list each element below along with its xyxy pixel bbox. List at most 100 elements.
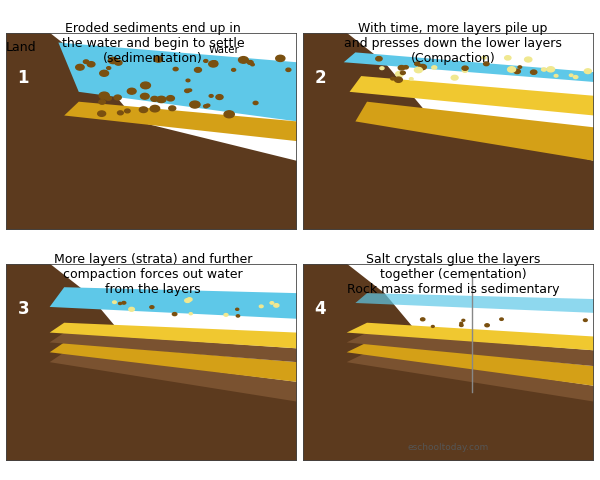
Circle shape	[239, 58, 248, 64]
Circle shape	[409, 79, 413, 81]
Polygon shape	[303, 264, 594, 461]
Circle shape	[167, 96, 175, 102]
Circle shape	[169, 107, 176, 111]
Circle shape	[276, 56, 285, 62]
Circle shape	[508, 68, 515, 73]
Polygon shape	[50, 288, 297, 319]
Polygon shape	[6, 187, 297, 230]
Circle shape	[187, 298, 192, 301]
Circle shape	[190, 102, 200, 109]
Circle shape	[398, 66, 405, 71]
Polygon shape	[6, 34, 297, 230]
Circle shape	[530, 71, 537, 75]
Circle shape	[518, 67, 521, 69]
Circle shape	[189, 313, 192, 315]
Text: With time, more layers pile up
and presses down the lower layers
(Compaction): With time, more layers pile up and press…	[344, 22, 562, 64]
Circle shape	[259, 305, 263, 308]
Circle shape	[431, 326, 434, 328]
Polygon shape	[303, 34, 594, 230]
Circle shape	[395, 78, 403, 83]
Circle shape	[484, 63, 489, 67]
Circle shape	[157, 97, 166, 103]
Circle shape	[106, 97, 112, 101]
Circle shape	[505, 57, 511, 61]
Circle shape	[150, 306, 154, 309]
Circle shape	[274, 304, 279, 308]
Polygon shape	[355, 103, 594, 161]
Circle shape	[140, 83, 151, 90]
Polygon shape	[64, 103, 297, 142]
Polygon shape	[347, 352, 594, 402]
Circle shape	[376, 58, 382, 62]
Circle shape	[403, 66, 408, 70]
Circle shape	[224, 111, 234, 119]
Circle shape	[209, 62, 218, 68]
Polygon shape	[355, 293, 594, 313]
Circle shape	[186, 80, 190, 83]
Circle shape	[129, 308, 134, 312]
Circle shape	[107, 68, 110, 70]
Circle shape	[99, 101, 106, 105]
Circle shape	[211, 61, 218, 66]
Circle shape	[99, 93, 109, 100]
Circle shape	[462, 67, 468, 71]
Text: More layers (strata) and further
compaction forces out water
from the layers: More layers (strata) and further compact…	[54, 252, 252, 295]
Circle shape	[127, 89, 136, 95]
Circle shape	[139, 108, 148, 113]
Circle shape	[216, 96, 223, 100]
Circle shape	[236, 309, 239, 311]
Text: Water: Water	[209, 45, 239, 55]
Circle shape	[460, 324, 463, 327]
Circle shape	[115, 61, 122, 66]
Circle shape	[415, 68, 422, 73]
Circle shape	[380, 68, 384, 71]
Polygon shape	[6, 34, 297, 230]
Polygon shape	[50, 323, 297, 348]
Polygon shape	[50, 343, 297, 382]
Circle shape	[554, 75, 558, 78]
Circle shape	[451, 76, 458, 81]
Text: Eroded sediments end up in
the water and begin to settle
(sedimentation): Eroded sediments end up in the water and…	[62, 22, 244, 64]
Circle shape	[151, 97, 158, 102]
Circle shape	[462, 320, 465, 322]
Text: Land: Land	[6, 41, 37, 54]
Circle shape	[125, 110, 130, 114]
Circle shape	[419, 65, 427, 71]
Polygon shape	[344, 53, 594, 83]
Circle shape	[100, 71, 109, 77]
Polygon shape	[347, 323, 594, 350]
Circle shape	[524, 58, 532, 63]
Circle shape	[194, 68, 202, 73]
Circle shape	[463, 70, 467, 73]
Circle shape	[395, 72, 403, 78]
Circle shape	[83, 61, 89, 64]
Circle shape	[485, 324, 489, 327]
Text: Salt crystals glue the layers
together (cementation)
Rock mass formed is sedimen: Salt crystals glue the layers together (…	[347, 252, 559, 295]
Circle shape	[203, 106, 208, 108]
Circle shape	[206, 105, 210, 108]
Circle shape	[421, 318, 425, 321]
Circle shape	[113, 301, 116, 304]
Circle shape	[584, 70, 592, 74]
Circle shape	[253, 102, 258, 105]
Text: eschooltoday.com: eschooltoday.com	[408, 442, 489, 451]
Circle shape	[150, 106, 160, 113]
Circle shape	[109, 58, 118, 64]
Text: 4: 4	[314, 299, 326, 317]
Circle shape	[583, 319, 587, 322]
Circle shape	[251, 64, 254, 67]
Circle shape	[209, 96, 213, 98]
Circle shape	[188, 90, 191, 92]
Circle shape	[224, 314, 228, 317]
Circle shape	[114, 96, 121, 101]
Circle shape	[172, 313, 177, 316]
Circle shape	[391, 78, 395, 81]
Circle shape	[140, 94, 149, 100]
Circle shape	[87, 62, 95, 68]
Polygon shape	[350, 77, 594, 116]
Circle shape	[460, 323, 463, 324]
Circle shape	[415, 63, 420, 66]
Circle shape	[122, 302, 126, 304]
Circle shape	[247, 61, 253, 65]
Polygon shape	[303, 418, 594, 461]
